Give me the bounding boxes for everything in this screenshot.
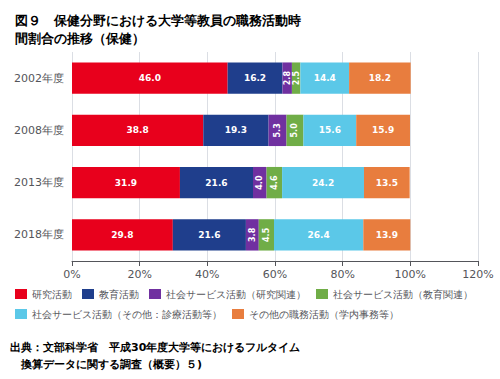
svg-text:38.8: 38.8 <box>127 125 149 135</box>
svg-text:13.9: 13.9 <box>376 230 398 240</box>
svg-text:5.3: 5.3 <box>273 123 282 137</box>
svg-text:図９ 保健分野における大学等教員の職務活動時: 図９ 保健分野における大学等教員の職務活動時 <box>15 13 301 28</box>
svg-text:2008年度: 2008年度 <box>14 124 64 137</box>
svg-text:社会サービス活動（教育関連）: 社会サービス活動（教育関連） <box>333 289 473 300</box>
svg-text:14.4: 14.4 <box>314 73 336 83</box>
svg-text:100%: 100% <box>395 268 426 281</box>
svg-text:教育活動: 教育活動 <box>99 289 139 300</box>
svg-text:2018年度: 2018年度 <box>14 228 64 241</box>
svg-text:20%: 20% <box>127 268 151 281</box>
svg-text:80%: 80% <box>330 268 354 281</box>
svg-text:2.8: 2.8 <box>283 71 292 86</box>
svg-text:出典：文部科学省 平成30年度大学等におけるフルタイム: 出典：文部科学省 平成30年度大学等におけるフルタイム <box>10 341 300 354</box>
svg-text:31.9: 31.9 <box>115 178 137 188</box>
svg-text:18.2: 18.2 <box>369 73 391 83</box>
svg-text:19.3: 19.3 <box>225 125 247 135</box>
svg-text:4.5: 4.5 <box>262 227 271 242</box>
svg-text:24.2: 24.2 <box>312 178 334 188</box>
svg-text:26.4: 26.4 <box>308 230 330 240</box>
svg-text:間割合の推移（保健）: 間割合の推移（保健） <box>15 31 145 46</box>
svg-text:2013年度: 2013年度 <box>14 176 64 189</box>
svg-text:21.6: 21.6 <box>198 230 220 240</box>
svg-text:13.5: 13.5 <box>376 178 398 188</box>
svg-text:46.0: 46.0 <box>139 73 161 83</box>
svg-text:2002年度: 2002年度 <box>14 72 64 85</box>
svg-text:その他の職務活動（学内事務等）: その他の職務活動（学内事務等） <box>249 309 399 320</box>
svg-text:16.2: 16.2 <box>244 73 266 83</box>
svg-text:40%: 40% <box>195 268 219 281</box>
svg-text:29.8: 29.8 <box>111 230 133 240</box>
svg-text:120%: 120% <box>462 268 493 281</box>
svg-text:15.6: 15.6 <box>319 125 341 135</box>
svg-text:社会サービス活動（研究関連）: 社会サービス活動（研究関連） <box>166 289 306 300</box>
svg-text:社会サービス活動（その他：診療活動等）: 社会サービス活動（その他：診療活動等） <box>32 309 222 320</box>
svg-text:3.8: 3.8 <box>248 227 257 242</box>
svg-text:60%: 60% <box>263 268 287 281</box>
svg-text:4.0: 4.0 <box>255 175 264 190</box>
svg-text:換算データに関する調査（概要）５): 換算データに関する調査（概要）５) <box>10 358 202 371</box>
svg-text:2.5: 2.5 <box>292 71 301 86</box>
svg-text:研究活動: 研究活動 <box>32 289 72 300</box>
svg-text:0%: 0% <box>63 268 80 281</box>
svg-text:21.6: 21.6 <box>205 178 227 188</box>
svg-text:15.9: 15.9 <box>372 125 394 135</box>
svg-text:4.6: 4.6 <box>270 175 279 190</box>
svg-text:5.0: 5.0 <box>290 123 299 138</box>
